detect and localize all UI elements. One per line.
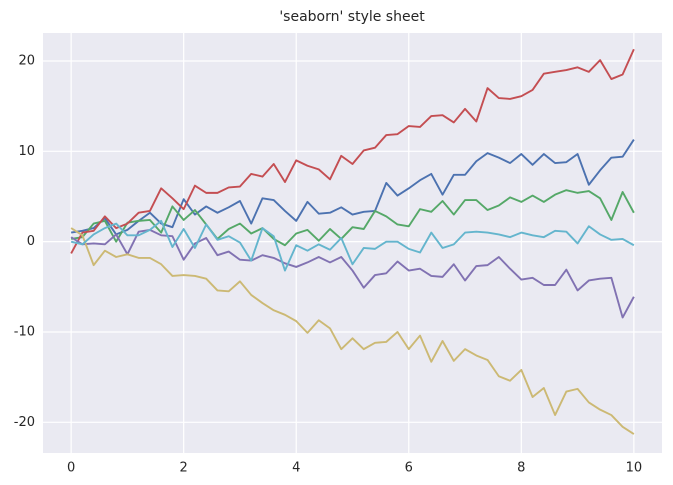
plot-area — [43, 33, 662, 453]
series-line — [70, 48, 635, 254]
series-line — [70, 227, 635, 435]
x-tick-label: 4 — [292, 461, 300, 476]
y-tick-label: -20 — [14, 415, 35, 430]
x-tick-label: 8 — [517, 461, 525, 476]
x-tick-label: 2 — [180, 461, 188, 476]
series-line — [70, 228, 635, 319]
x-tick-label: 10 — [626, 461, 643, 476]
y-tick-label: -10 — [14, 324, 35, 339]
y-tick-label: 0 — [27, 234, 35, 249]
x-tick-label: 0 — [67, 461, 75, 476]
y-tick-label: 10 — [18, 144, 35, 159]
chart-title: 'seaborn' style sheet — [279, 9, 425, 25]
x-tick-label: 6 — [405, 461, 413, 476]
series-line — [70, 189, 635, 247]
y-tick-label: 20 — [18, 54, 35, 69]
series-line — [70, 219, 635, 272]
